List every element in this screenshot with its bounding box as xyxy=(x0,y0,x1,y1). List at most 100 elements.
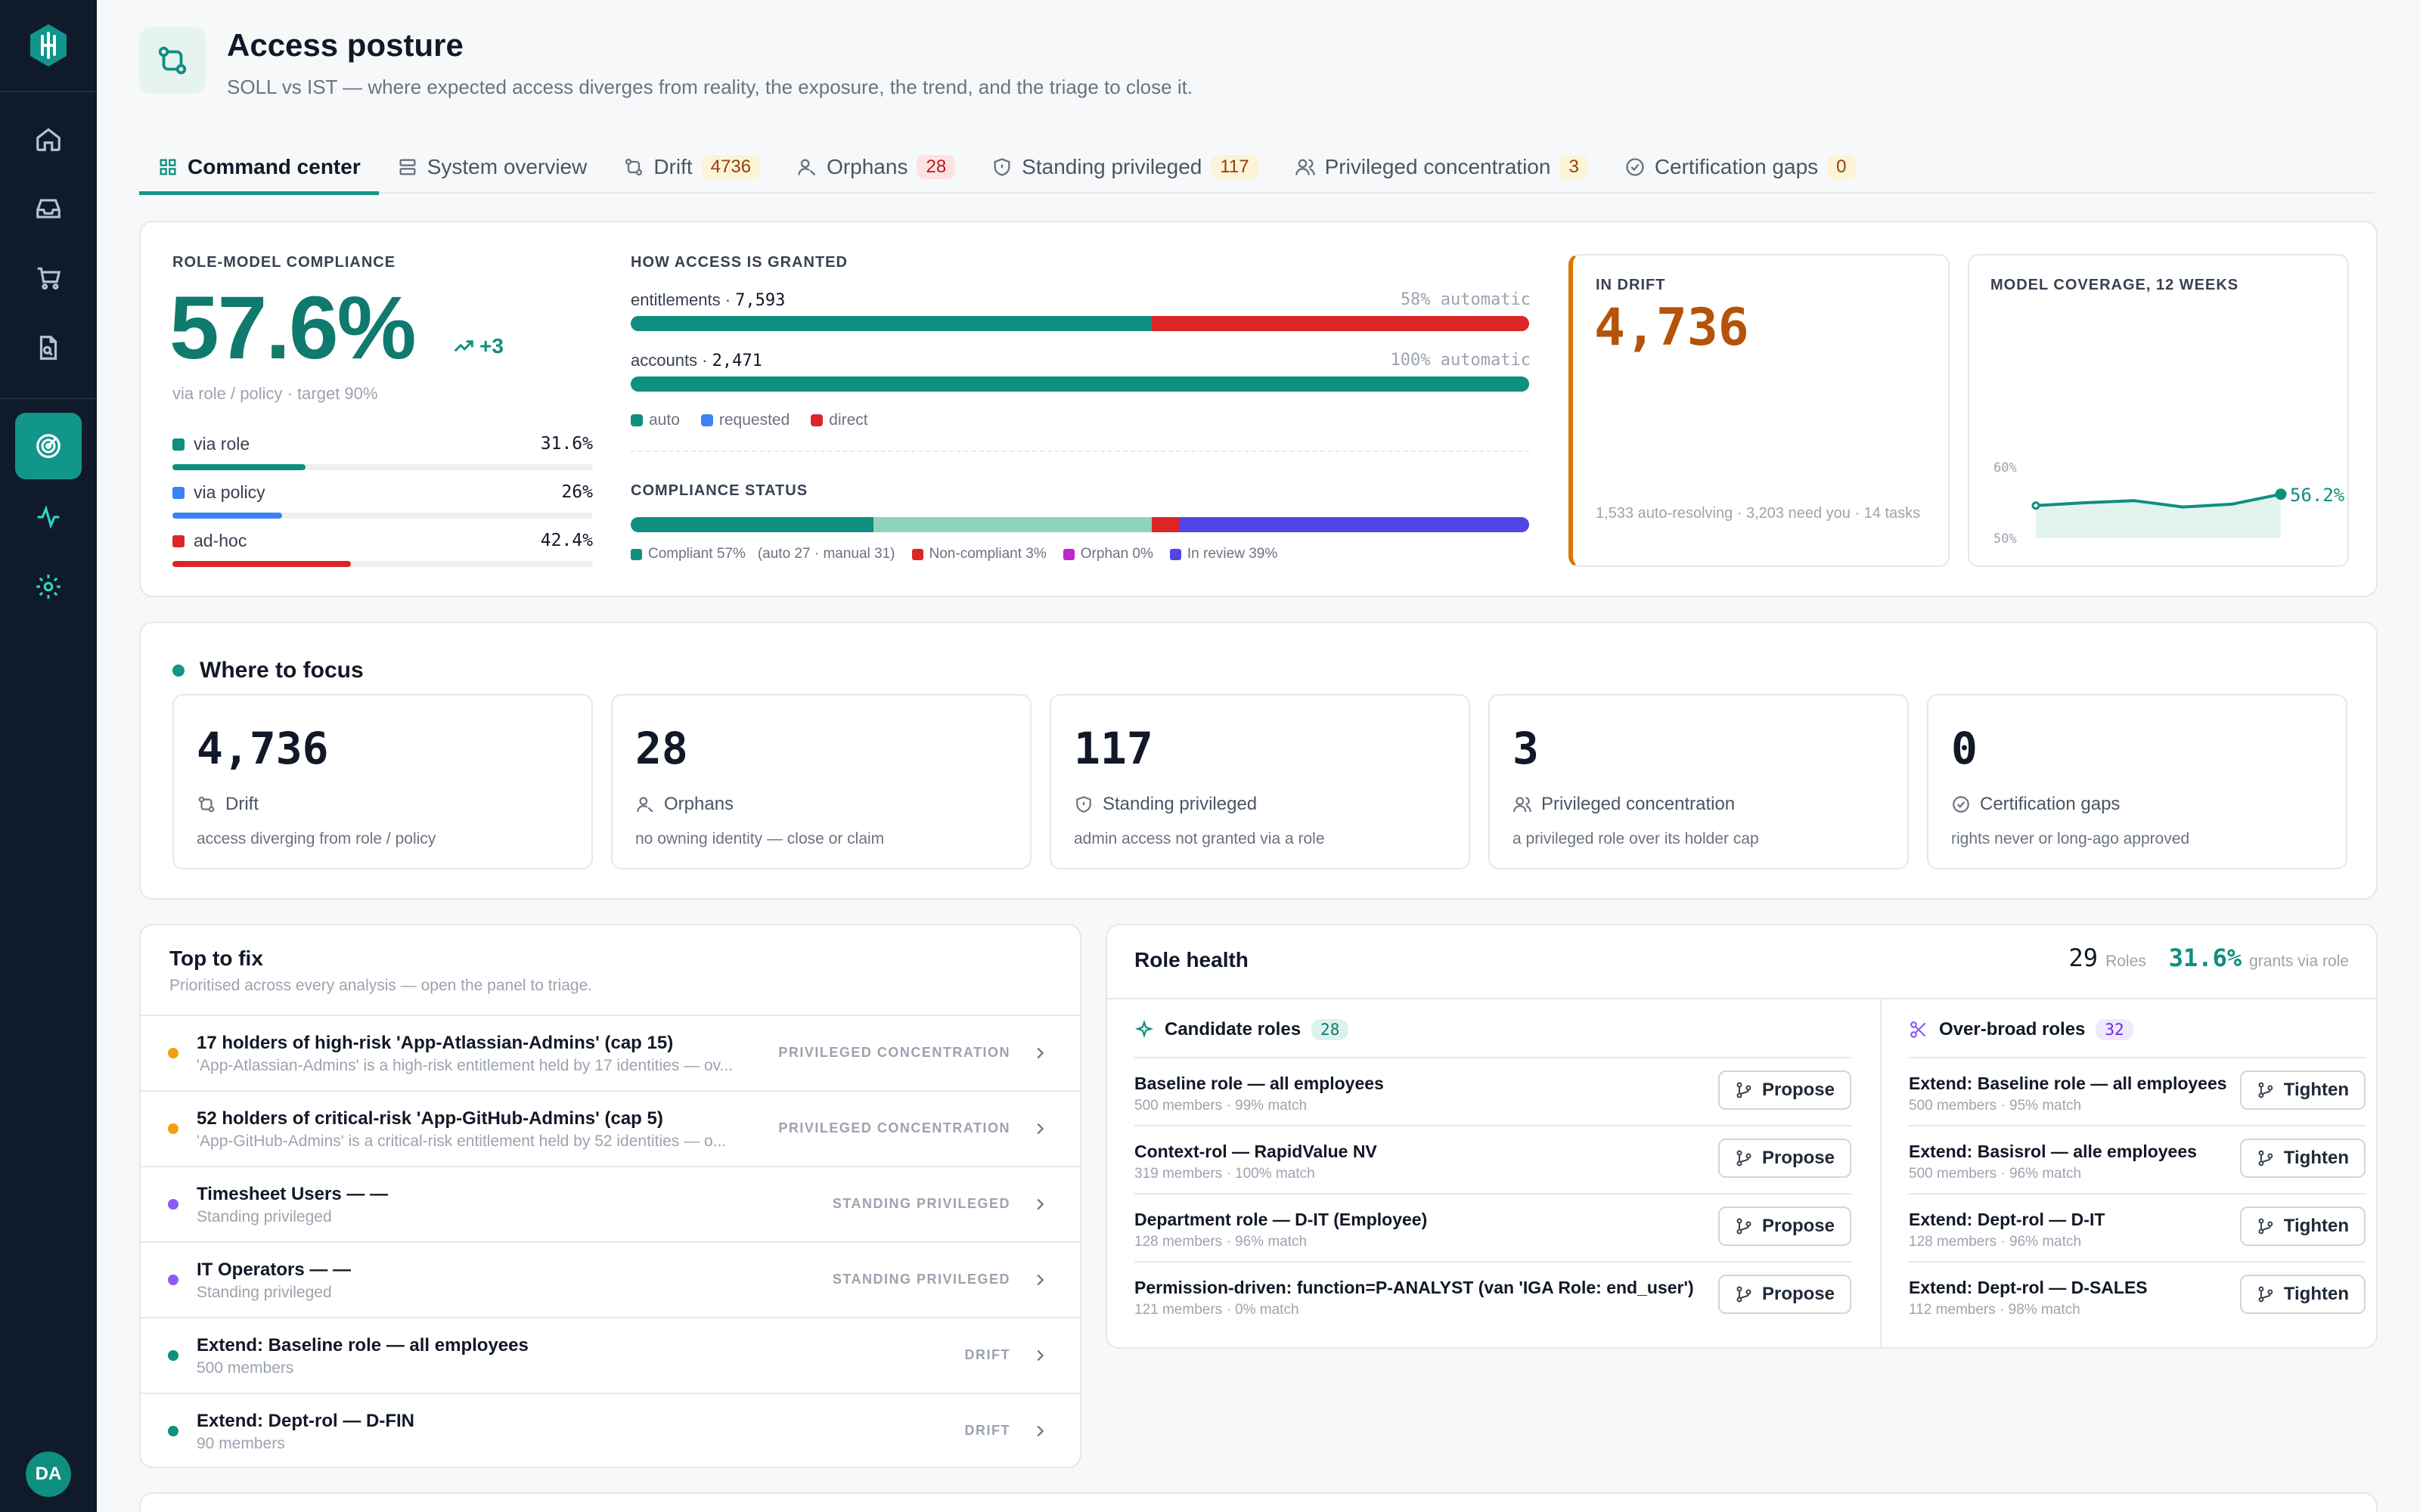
avatar[interactable]: DA xyxy=(26,1452,71,1497)
role-row-title: Permission-driven: function=P-ANALYST (v… xyxy=(1134,1278,1694,1297)
tab-command-center[interactable]: Command center xyxy=(139,141,379,195)
git-branch-icon xyxy=(1736,1286,1751,1303)
tab-label: Privileged concentration xyxy=(1324,155,1551,178)
bar-auto xyxy=(631,316,1153,331)
compliance-row-value: 26% xyxy=(561,482,593,502)
tab-system-overview[interactable]: System overview xyxy=(379,141,606,194)
coverage-point xyxy=(2275,488,2287,500)
coverage-end-value: 56.2% xyxy=(2290,485,2345,506)
drift-card[interactable]: IN DRIFT 4,736 1,533 auto-resolving · 3,… xyxy=(1568,254,1950,567)
tab-label: Drift xyxy=(653,155,693,178)
page-title: Access posture xyxy=(227,27,464,63)
target-icon[interactable] xyxy=(15,413,82,479)
role-row-title: Extend: Basisrol — alle employees xyxy=(1909,1142,2197,1161)
sparkle-icon xyxy=(1134,1020,1154,1039)
status-segment xyxy=(631,517,873,532)
scissors-icon xyxy=(1910,1021,1926,1038)
page-subtitle: SOLL vs IST — where expected access dive… xyxy=(227,76,1193,98)
compliance-row-fill xyxy=(172,513,282,519)
fix-row[interactable]: Timesheet Users — — Standing privileged … xyxy=(141,1167,1080,1243)
role-row-title: Extend: Dept-rol — D-SALES xyxy=(1909,1278,2148,1297)
grants-pct: 31.6% xyxy=(2168,943,2242,972)
document-search-icon[interactable] xyxy=(15,314,82,381)
column-divider xyxy=(1880,998,1882,1349)
focus-header: Where to focus xyxy=(172,658,364,683)
chevron-right-icon xyxy=(1037,1349,1044,1362)
fix-row-title: Extend: Dept-rol — D-FIN xyxy=(197,1411,414,1431)
top-fix-title: Top to fix xyxy=(169,947,263,970)
home-icon[interactable] xyxy=(15,106,82,172)
priority-dot-icon xyxy=(168,1275,178,1285)
fix-row[interactable]: 17 holders of high-risk 'App-Atlassian-A… xyxy=(141,1016,1080,1092)
priority-dot-icon xyxy=(168,1350,178,1361)
legend-compliant: Compliant 57% (auto 27 · manual 31) xyxy=(631,546,895,562)
tab-badge: 117 xyxy=(1211,155,1258,179)
role-health-title: Role health xyxy=(1134,948,1249,971)
chevron-right-icon xyxy=(1037,1198,1044,1210)
entitlements-bar xyxy=(631,316,1529,331)
focus-card-drift[interactable]: 4,736 Drift access diverging from role /… xyxy=(172,694,593,869)
overbroad-count: 32 xyxy=(2096,1019,2133,1040)
app-logo-icon[interactable] xyxy=(24,21,73,70)
summary-panel: ROLE-MODEL COMPLIANCE 57.6% +3 via role … xyxy=(139,221,2378,597)
tab-drift[interactable]: Drift 4736 xyxy=(605,141,778,194)
legend-orphan: Orphan 0% xyxy=(1063,546,1153,562)
legend-review: In review 39% xyxy=(1169,546,1277,562)
tick-60: 60% xyxy=(1993,460,2017,476)
inbox-icon[interactable] xyxy=(15,175,82,242)
tab-privileged-concentration[interactable]: Privileged concentration 3 xyxy=(1277,141,1606,194)
tab-label: Command center xyxy=(188,155,361,178)
tighten-button[interactable]: Tighten xyxy=(2240,1207,2366,1246)
tighten-button[interactable]: Tighten xyxy=(2240,1275,2366,1314)
coverage-line xyxy=(2035,492,2282,509)
focus-card-orphans[interactable]: 28 Orphans no owning identity — close or… xyxy=(611,694,1032,869)
tab-orphans[interactable]: Orphans 28 xyxy=(778,141,973,194)
cart-icon[interactable] xyxy=(15,245,82,311)
compliance-row-label: via role xyxy=(194,434,250,454)
trend-up-icon xyxy=(454,340,473,352)
propose-button[interactable]: Propose xyxy=(1718,1275,1851,1314)
fix-row-sub: Standing privileged xyxy=(197,1284,332,1301)
role-health-stats: 29 Roles 31.6% grants via role xyxy=(2069,943,2349,972)
status-label: COMPLIANCE STATUS xyxy=(631,482,808,499)
git-compare-icon xyxy=(139,27,206,94)
accounts-auto: 100% automatic xyxy=(1390,351,1531,370)
granted-legend: auto requested direct xyxy=(631,411,868,429)
bar-auto xyxy=(631,376,1529,392)
fix-row-tag: STANDING PRIVILEGED xyxy=(832,1272,1010,1287)
button-label: Propose xyxy=(1761,1080,1835,1100)
tighten-button[interactable]: Tighten xyxy=(2240,1139,2366,1178)
button-label: Tighten xyxy=(2283,1284,2349,1304)
button-label: Propose xyxy=(1761,1284,1835,1304)
tighten-button[interactable]: Tighten xyxy=(2240,1070,2366,1110)
focus-card-standing-privileged[interactable]: 117 Standing privileged admin access not… xyxy=(1050,694,1470,869)
compliance-sub: via role / policy · target 90% xyxy=(172,384,378,403)
tab-certification-gaps[interactable]: Certification gaps 0 xyxy=(1606,141,1874,194)
overbroad-header: Over-broad roles 32 xyxy=(1909,1019,2133,1040)
activity-icon[interactable] xyxy=(15,484,82,550)
fix-row[interactable]: Extend: Baseline role — all employees 50… xyxy=(141,1318,1080,1394)
focus-card-certification-gaps[interactable]: 0 Certification gaps rights never or lon… xyxy=(1927,694,2347,869)
accounts-label: accounts · 2,471 xyxy=(631,351,762,370)
compliance-row-value: 42.4% xyxy=(540,531,593,550)
compliance-row-label: via policy xyxy=(194,482,265,502)
propose-button[interactable]: Propose xyxy=(1718,1139,1851,1178)
fix-row[interactable]: 52 holders of critical-risk 'App-GitHub-… xyxy=(141,1092,1080,1167)
fix-row[interactable]: Extend: Dept-rol — D-FIN 90 members DRIF… xyxy=(141,1394,1080,1470)
gear-icon[interactable] xyxy=(15,553,82,620)
propose-button[interactable]: Propose xyxy=(1718,1207,1851,1246)
focus-card-desc: admin access not granted via a role xyxy=(1074,830,1325,847)
git-branch-icon xyxy=(2258,1082,2273,1098)
tab-standing-privileged[interactable]: Standing privileged 117 xyxy=(973,141,1276,194)
fix-row-sub: 90 members xyxy=(197,1435,285,1452)
tab-badge: 28 xyxy=(917,155,956,179)
propose-button[interactable]: Propose xyxy=(1718,1070,1851,1110)
fix-row[interactable]: IT Operators — — Standing privileged STA… xyxy=(141,1243,1080,1318)
focus-card-privileged-concentration[interactable]: 3 Privileged concentration a privileged … xyxy=(1488,694,1909,869)
legend-auto: auto xyxy=(631,411,680,429)
git-branch-icon xyxy=(1736,1150,1751,1167)
role-row-title: Baseline role — all employees xyxy=(1134,1074,1384,1093)
roles-label: Roles xyxy=(2105,953,2146,970)
focus-card-value: 0 xyxy=(1951,723,1978,774)
chevron-right-icon xyxy=(1037,1425,1044,1437)
